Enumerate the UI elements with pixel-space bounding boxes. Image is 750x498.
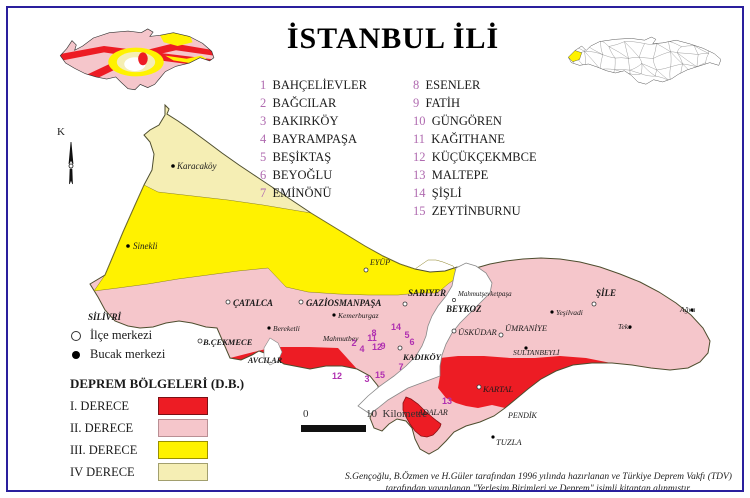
svg-text:6: 6 (409, 337, 414, 347)
svg-text:BEYKOZ: BEYKOZ (445, 304, 482, 314)
svg-text:PENDİK: PENDİK (507, 411, 538, 420)
svg-text:8: 8 (371, 328, 376, 338)
svg-text:3: 3 (364, 374, 369, 384)
svg-text:KADIKÖY: KADIKÖY (402, 352, 442, 362)
svg-text:9: 9 (380, 341, 385, 351)
svg-text:GAZİOSMANPAŞA: GAZİOSMANPAŞA (306, 298, 381, 308)
svg-text:K: K (57, 126, 65, 138)
svg-text:SARIYER: SARIYER (408, 288, 446, 298)
svg-text:2: 2 (351, 338, 356, 348)
svg-text:AVCILAR: AVCILAR (247, 356, 283, 365)
svg-text:12: 12 (332, 371, 342, 381)
svg-text:Mahmutşevketpaşa: Mahmutşevketpaşa (457, 290, 512, 298)
svg-text:SULTANBEYLİ: SULTANBEYLİ (513, 348, 560, 357)
svg-text:SİLİVRİ: SİLİVRİ (88, 312, 122, 322)
svg-text:Bereketli: Bereketli (273, 324, 300, 333)
svg-text:B.ÇEKMECE: B.ÇEKMECE (202, 337, 253, 347)
svg-text:Sinekli: Sinekli (133, 241, 158, 251)
svg-text:Yeşilvadi: Yeşilvadi (556, 308, 583, 317)
svg-text:ÜSKÜDAR: ÜSKÜDAR (458, 327, 498, 337)
svg-text:15: 15 (375, 370, 385, 380)
svg-text:TUZLA: TUZLA (496, 437, 522, 447)
svg-text:EYÜP: EYÜP (369, 258, 390, 267)
svg-text:13: 13 (442, 396, 452, 406)
svg-text:14: 14 (391, 322, 401, 332)
svg-text:ŞİLE: ŞİLE (596, 288, 616, 298)
svg-text:ÜMRANİYE: ÜMRANİYE (505, 323, 548, 333)
svg-text:4: 4 (359, 344, 364, 354)
svg-text:Karacaköy: Karacaköy (176, 161, 217, 171)
svg-text:ÇATALCA: ÇATALCA (233, 298, 273, 308)
svg-text:KARTAL: KARTAL (482, 384, 513, 394)
svg-text:Kemerburgaz: Kemerburgaz (337, 311, 379, 320)
svg-text:7: 7 (398, 362, 403, 372)
